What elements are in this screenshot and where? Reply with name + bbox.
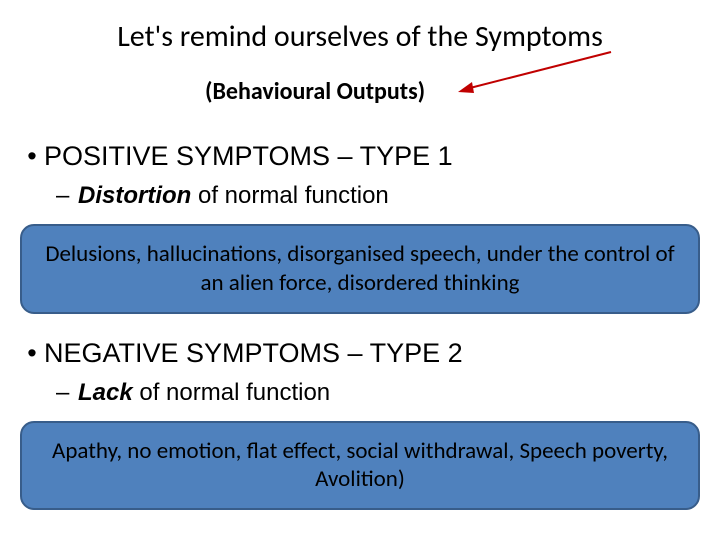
bullet-dash-icon: – bbox=[56, 182, 78, 210]
negative-heading: •NEGATIVE SYMPTOMS – TYPE 2 bbox=[20, 338, 720, 369]
negative-subheading: –Lack of normal function bbox=[56, 379, 720, 407]
positive-sub-bold: Distortion bbox=[78, 182, 191, 209]
positive-box: Delusions, hallucinations, disorganised … bbox=[20, 224, 700, 314]
positive-heading-text: POSITIVE SYMPTOMS – TYPE 1 bbox=[44, 141, 453, 171]
bullet-dot-icon: • bbox=[20, 141, 44, 172]
negative-box: Apathy, no emotion, flat effect, social … bbox=[20, 421, 700, 511]
positive-sub-rest: of normal function bbox=[191, 182, 388, 209]
subtitle-text: (Behavioural Outputs) bbox=[205, 77, 425, 106]
negative-sub-bold: Lack bbox=[78, 379, 133, 406]
bullet-dash-icon: – bbox=[56, 379, 78, 407]
negative-sub-rest: of normal function bbox=[133, 379, 330, 406]
subtitle-row: (Behavioural Outputs) bbox=[0, 77, 720, 111]
bullet-dot-icon: • bbox=[20, 338, 44, 369]
negative-heading-text: NEGATIVE SYMPTOMS – TYPE 2 bbox=[44, 338, 463, 368]
positive-heading: •POSITIVE SYMPTOMS – TYPE 1 bbox=[20, 141, 720, 172]
positive-subheading: –Distortion of normal function bbox=[56, 182, 720, 210]
arrow-icon bbox=[456, 47, 616, 107]
